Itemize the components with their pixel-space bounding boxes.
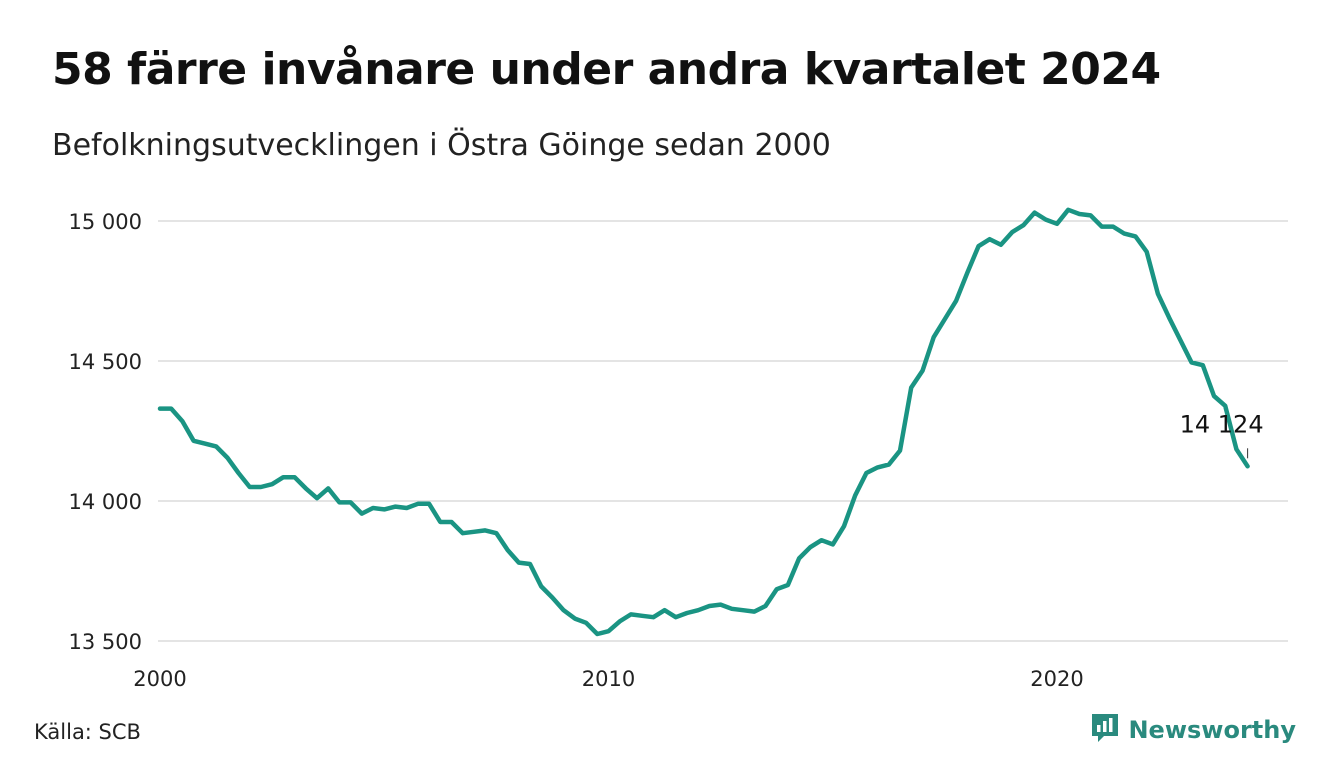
chart-subtitle: Befolkningsutvecklingen i Östra Göinge s… [52,128,831,163]
brand-name: Newsworthy [1128,716,1296,744]
gridlines [158,220,1288,642]
x-axis-ticks: 2000 2010 2020 [133,667,1083,691]
y-tick-label: 14 500 [69,350,142,374]
end-value-label: 14 124 [1180,410,1264,438]
x-tick-label: 2010 [582,667,635,691]
y-tick-label: 13 500 [69,630,142,654]
brand-logo: Newsworthy [1090,712,1296,748]
y-axis-ticks: 13 500 14 000 14 500 15 000 [69,210,142,654]
y-tick-label: 15 000 [69,210,142,234]
source-note: Källa: SCB [34,720,141,744]
chart-title: 58 färre invånare under andra kvartalet … [52,44,1161,95]
x-tick-label: 2020 [1030,667,1083,691]
x-tick-label: 2000 [133,667,186,691]
population-line [157,207,1250,637]
newsworthy-logo-icon [1090,712,1120,748]
y-tick-label: 14 000 [69,490,142,514]
